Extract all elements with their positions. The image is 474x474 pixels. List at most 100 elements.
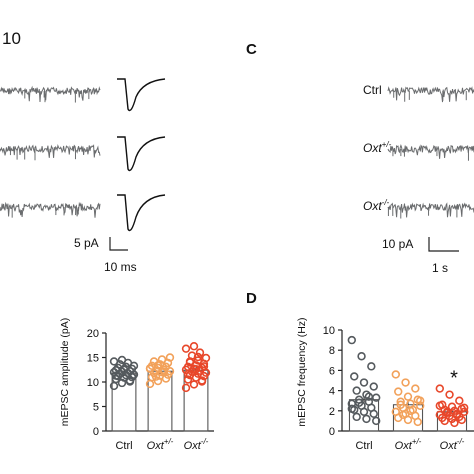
data-point [359, 378, 369, 387]
data-point [183, 369, 193, 379]
scale-bar-left-lines [109, 237, 128, 251]
left-trace-1 [0, 143, 101, 158]
data-point [181, 344, 191, 353]
data-point [457, 415, 466, 425]
x-tick-label: Ctrl [115, 440, 132, 452]
data-point [442, 407, 452, 417]
data-point [371, 416, 381, 426]
frequency-y-axis-label: mEPSC frequency (Hz) [296, 317, 308, 426]
data-point [189, 342, 199, 351]
data-point [201, 353, 211, 363]
y-tick-label: 15 [87, 353, 99, 365]
average-mepsc-waveform-1 [117, 136, 166, 172]
x-tick-label: Oxt-/- [184, 437, 209, 452]
data-point [440, 416, 449, 426]
right-trace-2 [387, 202, 474, 218]
scale-bar-right-lines [428, 237, 459, 252]
y-tick-label: 0 [329, 426, 335, 438]
scale-bar-right-time: 1 s [432, 261, 448, 275]
data-point [435, 384, 445, 393]
y-tick-label: 8 [329, 345, 335, 357]
x-tick-label: Ctrl [355, 440, 372, 452]
data-point [193, 352, 203, 362]
y-tick-label: 0 [93, 426, 99, 438]
data-point [406, 406, 415, 415]
data-point [415, 396, 425, 405]
data-point [153, 361, 163, 370]
scale-bar-right: 10 pA 1 s [382, 237, 459, 275]
data-point [119, 365, 129, 374]
left-trace-0 [0, 85, 101, 103]
y-tick-label: 5 [93, 402, 99, 414]
panel-fragment-label: 10 [2, 29, 21, 48]
data-point [350, 372, 359, 381]
data-point [411, 384, 420, 393]
data-point [197, 376, 207, 385]
data-point [369, 409, 378, 419]
data-point [111, 371, 121, 380]
y-tick-label: 4 [329, 386, 335, 398]
data-point [157, 355, 167, 364]
data-point [159, 367, 169, 376]
data-point [459, 407, 469, 417]
data-point [435, 401, 445, 410]
data-point [352, 412, 361, 422]
recording-traces [0, 78, 474, 232]
y-tick-label: 6 [329, 365, 335, 377]
amplitude-chart: mEPSC amplitude (pA) 0 5 10 15 20 Ctrl Oxt+/- O… [59, 318, 214, 452]
scale-bar-left-time: 10 ms [104, 260, 137, 274]
scale-bar-right-current: 10 pA [382, 237, 413, 251]
data-point [183, 375, 193, 384]
data-point [357, 352, 366, 361]
data-point [109, 357, 119, 366]
panel-c-label: C [246, 41, 257, 58]
data-point [199, 362, 209, 371]
x-tick-label: Oxt+/- [147, 437, 174, 452]
data-point [117, 355, 127, 365]
data-point [396, 400, 405, 409]
left-trace-2 [0, 201, 101, 218]
data-point [455, 396, 464, 405]
data-point [403, 392, 413, 401]
y-tick-label: 10 [323, 325, 335, 337]
data-point [459, 403, 469, 412]
data-point [165, 353, 175, 362]
data-point [189, 380, 199, 389]
data-point [359, 407, 369, 417]
data-point [145, 364, 155, 373]
data-point [191, 365, 201, 374]
data-point [452, 410, 462, 420]
data-point [352, 386, 361, 395]
data-point [391, 370, 401, 379]
scale-bar-left-current: 5 pA [74, 236, 99, 250]
frequency-chart: mEPSC frequency (Hz) 0 2 4 6 8 10 Ctrl Oxt+/- Ox… [296, 317, 474, 452]
average-mepsc-waveform-2 [117, 194, 166, 232]
right-trace-1 [387, 143, 474, 159]
data-point [403, 415, 413, 425]
y-tick-label: 10 [87, 377, 99, 389]
data-point [445, 390, 454, 399]
data-point [347, 404, 357, 413]
trace-label-ko: Oxt-/- [363, 198, 390, 213]
data-point [193, 356, 203, 365]
data-point [401, 378, 410, 387]
data-point [185, 357, 195, 366]
data-point [367, 362, 376, 371]
data-point [413, 417, 422, 427]
data-point [364, 392, 374, 401]
significance-star: * [450, 368, 458, 390]
data-point [398, 410, 408, 420]
data-point [362, 414, 371, 424]
data-point [369, 382, 378, 391]
trace-condition-labels: Ctrl Oxt+/- Oxt-/- [363, 83, 392, 213]
data-point [450, 418, 459, 428]
x-tick-label: Oxt-/- [440, 437, 465, 452]
data-point [125, 377, 135, 386]
data-point [195, 348, 205, 357]
data-point [181, 383, 191, 393]
amplitude-y-axis-label: mEPSC amplitude (pA) [59, 318, 71, 427]
data-point [394, 387, 403, 396]
y-tick-label: 20 [87, 328, 99, 340]
average-mepsc-waveform-0 [117, 78, 166, 112]
